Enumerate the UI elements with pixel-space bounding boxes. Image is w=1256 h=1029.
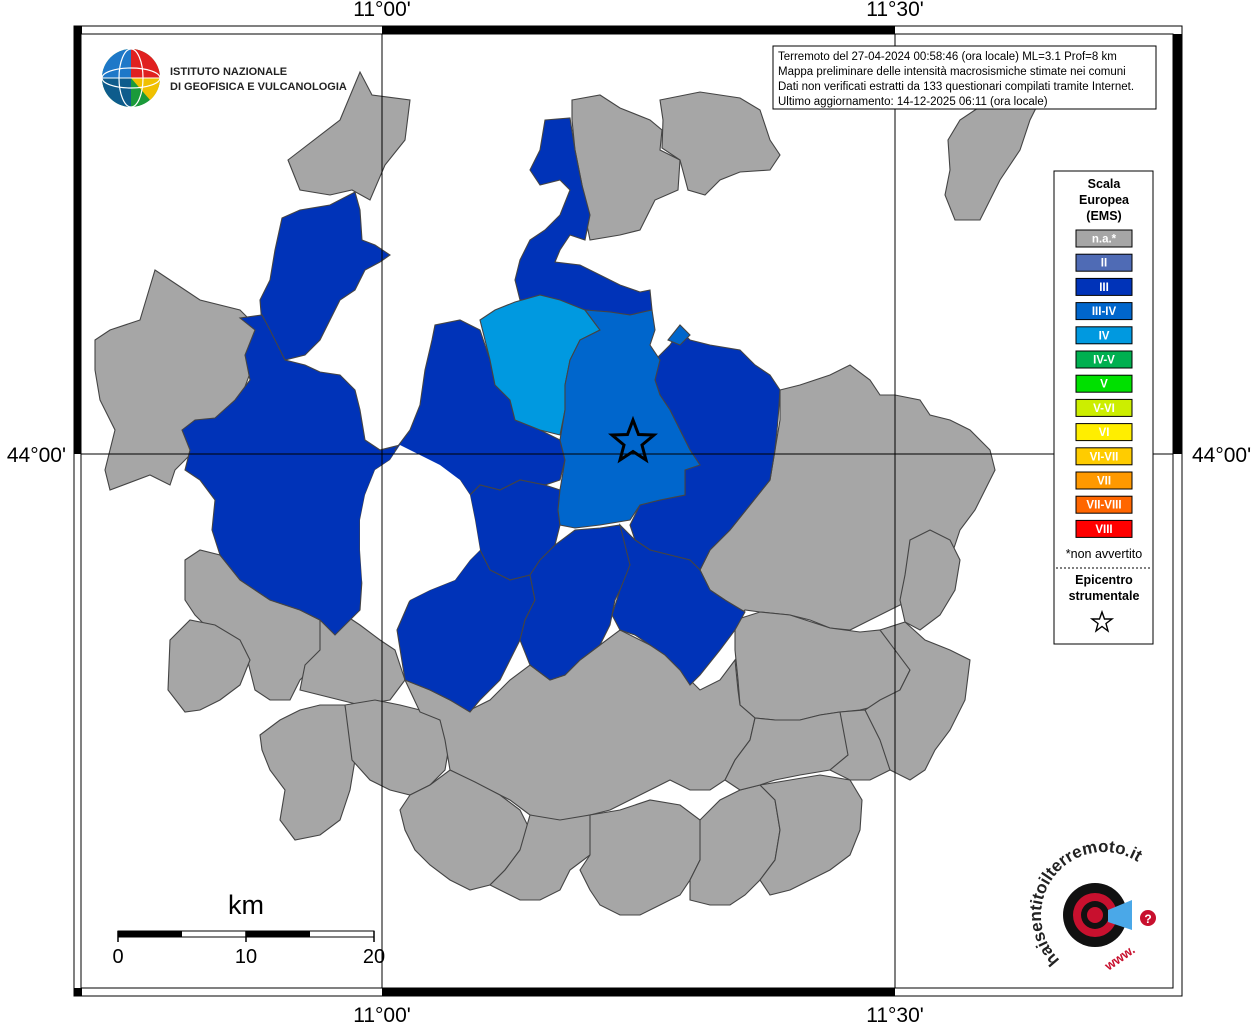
ingv-logo: ISTITUTO NAZIONALE DI GEOFISICA E VULCAN…: [101, 48, 347, 108]
legend-label: VI-VII: [1090, 451, 1119, 463]
legend-swatch: [1075, 350, 1133, 369]
legend-swatch: [1075, 302, 1133, 321]
scale-bar: km 0 10 20: [112, 890, 385, 968]
legend-item: V-VI: [1075, 398, 1133, 417]
legend-label: III-IV: [1092, 306, 1117, 318]
legend-item: V: [1075, 374, 1133, 393]
legend-item: VI: [1075, 423, 1133, 442]
legend-note: *non avvertito: [1066, 547, 1142, 561]
legend-item: IV-V: [1075, 350, 1133, 369]
legend-item: VII-VIII: [1075, 495, 1133, 514]
svg-text:?: ?: [1144, 912, 1151, 926]
legend-label: n.a.*: [1092, 234, 1117, 246]
legend-items: n.a.*IIIIIIII-IVIVIV-VVV-VIVIVI-VIIVIIVI…: [1075, 229, 1133, 538]
legend-label: VII-VIII: [1086, 500, 1121, 512]
legend-item: III-IV: [1075, 302, 1133, 321]
scale-unit: km: [228, 890, 264, 920]
left-lat-label: 44°00': [7, 444, 66, 467]
right-lat-label: 44°00': [1192, 444, 1251, 467]
legend-swatch: [1075, 277, 1133, 296]
event-info-line3: Dati non verificati estratti da 133 ques…: [778, 81, 1134, 93]
legend-item: VI-VII: [1075, 447, 1133, 466]
legend-star-icon: [1089, 609, 1115, 633]
legend-swatch: [1075, 253, 1133, 272]
legend-swatch: [1075, 423, 1133, 442]
event-info-line4: Ultimo aggiornamento: 14-12-2025 06:11 (…: [778, 96, 1048, 108]
legend-label: VI: [1099, 427, 1110, 439]
haisentito-megaphone-icon: [1108, 900, 1132, 930]
epicenter-star-icon: [608, 415, 658, 464]
legend-title-3: (EMS): [1086, 209, 1121, 223]
legend-label: III: [1099, 282, 1109, 294]
ingv-name-line2: DI GEOFISICA E VULCANOLOGIA: [170, 81, 347, 93]
legend-swatch: [1075, 326, 1133, 345]
legend-swatch: [1075, 495, 1133, 514]
top-lon-label-right: 11°30': [866, 0, 924, 21]
top-lon-label-left: 11°00': [353, 0, 411, 21]
legend-item: IV: [1075, 326, 1133, 345]
ems-legend: Scala Europea (EMS) n.a.*IIIIIIII-IVIVIV…: [1053, 170, 1154, 645]
legend-swatch: [1075, 471, 1133, 490]
legend-swatch: [1075, 398, 1133, 417]
legend-item: n.a.*: [1075, 229, 1133, 248]
scale-tick-0: 0: [112, 946, 123, 968]
legend-swatch: [1075, 229, 1133, 248]
legend-swatch: [1075, 447, 1133, 466]
ingv-name-line1: ISTITUTO NAZIONALE: [170, 66, 287, 78]
event-info-box: Terremoto del 27-04-2024 00:58:46 (ora l…: [772, 45, 1157, 110]
legend-epicenter-1: Epicentro: [1075, 573, 1133, 587]
legend-label: II: [1101, 258, 1107, 270]
municipalities-intensity-III: [181, 117, 781, 713]
municipalities-not-available: [94, 70, 1041, 916]
event-info-line1: Terremoto del 27-04-2024 00:58:46 (ora l…: [778, 51, 1117, 63]
legend-item: II: [1075, 253, 1133, 272]
legend-label: V: [1100, 379, 1108, 391]
legend-label: IV: [1099, 330, 1110, 342]
legend-epicenter-2: strumentale: [1069, 589, 1140, 603]
legend-item: VIII: [1075, 519, 1133, 538]
legend-label: IV-V: [1093, 355, 1115, 367]
legend-item: III: [1075, 277, 1133, 296]
legend-label: VII: [1097, 476, 1111, 488]
legend-title-2: Europea: [1079, 193, 1130, 207]
legend-swatch: [1075, 519, 1133, 538]
ingv-globe-icon: [101, 48, 161, 108]
haisentito-question-icon: [1140, 910, 1156, 926]
legend-label: VIII: [1095, 524, 1112, 536]
unmapped-area: [360, 445, 480, 615]
map-frame: [73, 25, 1183, 997]
municipalities-intensity-III-IV: [557, 309, 701, 529]
legend-item: VII: [1075, 471, 1133, 490]
scale-tick-10: 10: [235, 946, 257, 968]
legend-title-1: Scala: [1088, 177, 1122, 191]
scale-tick-20: 20: [363, 946, 385, 968]
legend-swatch: [1075, 374, 1133, 393]
event-info-line2: Mappa preliminare delle intensità macros…: [778, 66, 1126, 78]
legend-label: V-VI: [1093, 403, 1115, 415]
bottom-lon-label-right: 11°30': [866, 1004, 924, 1024]
bottom-lon-label-left: 11°00': [353, 1004, 411, 1024]
